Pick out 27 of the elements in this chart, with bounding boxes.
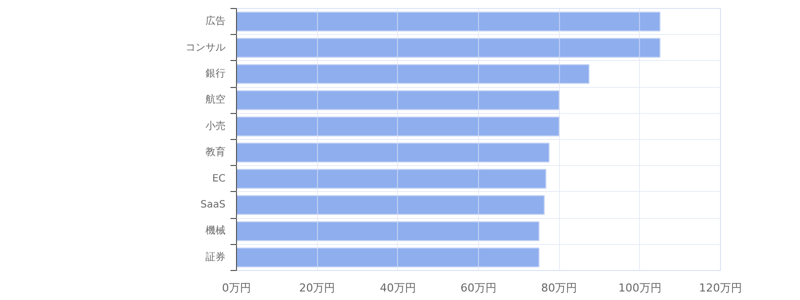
bar: [236, 221, 540, 242]
y-tick-label: 教育: [206, 146, 226, 158]
bar: [236, 142, 550, 163]
x-tick-label: 40万円: [380, 282, 416, 294]
bar: [236, 116, 560, 136]
y-tick-label: SaaS: [200, 200, 226, 210]
y-tick-label: EC: [212, 173, 226, 184]
y-tick-label: 航空: [206, 94, 226, 106]
x-tick-label: 100万円: [618, 282, 662, 294]
bar: [236, 90, 560, 110]
x-tick-label: 0万円: [222, 282, 251, 294]
x-tick-label: 60万円: [460, 282, 496, 294]
x-tick-label: 20万円: [299, 282, 336, 294]
y-tick-label: 銀行: [206, 68, 226, 80]
bar: [236, 12, 660, 32]
x-tick-label: 80万円: [541, 282, 578, 294]
bar: [236, 168, 546, 189]
bar: [236, 38, 660, 58]
bar: [236, 247, 540, 268]
y-tick-label: コンサル: [186, 42, 226, 54]
bar: [236, 64, 590, 84]
y-tick-label: 証券: [206, 250, 226, 263]
bar: [236, 195, 545, 215]
y-tick-label: 小売: [206, 120, 226, 132]
y-tick-label: 広告: [206, 15, 226, 28]
x-tick-label: 120万円: [699, 282, 742, 294]
y-tick-label: 機械: [206, 224, 226, 237]
